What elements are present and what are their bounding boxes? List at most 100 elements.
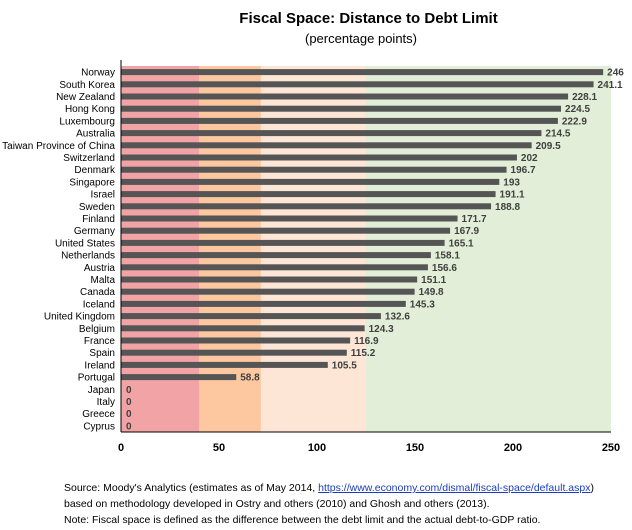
category-label: France	[84, 336, 116, 347]
bar-chart: Norway 246 South Korea 241.1 New Zealand 228.…	[2, 60, 624, 454]
category-label: Japan	[88, 385, 115, 396]
bar	[121, 105, 562, 112]
bar	[121, 215, 458, 222]
category-label: Italy	[97, 397, 115, 408]
x-tick-label: 0	[118, 442, 124, 454]
value-label: 165.1	[449, 238, 474, 249]
category-label: Israel	[91, 190, 115, 201]
category-label: Sweden	[79, 202, 115, 213]
bar	[121, 239, 445, 246]
bar	[121, 300, 406, 307]
value-label: 151.1	[421, 275, 446, 286]
bar	[121, 252, 431, 259]
methodology-line: based on methodology developed in Ostry …	[64, 498, 490, 510]
value-label: 214.5	[545, 129, 570, 140]
x-tick-label: 200	[504, 442, 522, 454]
bar	[121, 130, 542, 137]
background-band	[260, 66, 366, 432]
category-label: Cyprus	[83, 421, 115, 432]
value-label: 196.7	[511, 165, 536, 176]
category-label: Finland	[82, 214, 115, 225]
category-label: Luxembourg	[59, 116, 115, 127]
value-label: 193	[503, 177, 520, 188]
bar	[121, 337, 351, 344]
category-label: Germany	[74, 226, 115, 237]
bar	[121, 117, 558, 124]
category-label: Spain	[89, 348, 115, 359]
value-label: 115.2	[351, 348, 376, 359]
bar	[121, 69, 604, 76]
category-label: South Korea	[59, 80, 115, 91]
category-label: Canada	[80, 287, 115, 298]
value-label: 116.9	[354, 336, 379, 347]
value-label: 0	[126, 385, 132, 396]
value-label: 209.5	[536, 141, 561, 152]
value-label: 0	[126, 409, 132, 420]
note-line: Note: Fiscal space is defined as the dif…	[64, 514, 541, 526]
bar	[121, 374, 237, 381]
x-tick-label: 50	[213, 442, 225, 454]
bar	[121, 227, 451, 234]
source-line: Source: Moody's Analytics (estimates as …	[64, 480, 594, 496]
bar	[121, 93, 569, 100]
category-label: Austria	[84, 263, 116, 274]
value-label: 149.8	[419, 287, 444, 298]
value-label: 171.7	[462, 214, 487, 225]
x-tick-label: 250	[602, 442, 620, 454]
category-label: Singapore	[69, 177, 115, 188]
category-label: Australia	[76, 129, 115, 140]
x-tick-label: 150	[406, 442, 424, 454]
category-label: Greece	[82, 409, 115, 420]
category-label: Denmark	[74, 165, 116, 176]
category-label: Hong Kong	[65, 104, 115, 115]
bar	[121, 81, 594, 88]
category-label: Netherlands	[61, 251, 115, 262]
chart-subtitle: (percentage points)	[304, 31, 417, 46]
value-label: 202	[521, 153, 538, 164]
value-label: 224.5	[565, 104, 590, 115]
background-band	[366, 66, 611, 432]
bar	[121, 325, 365, 332]
category-label: Switzerland	[63, 153, 115, 164]
source-suffix: )	[590, 482, 594, 494]
background-band	[121, 66, 200, 432]
category-label: United States	[55, 238, 115, 249]
x-tick-label: 100	[308, 442, 326, 454]
category-label: Norway	[81, 68, 115, 79]
value-label: 188.8	[495, 202, 520, 213]
value-label: 241.1	[598, 80, 623, 91]
value-label: 145.3	[410, 299, 435, 310]
bar	[121, 288, 415, 295]
value-label: 124.3	[369, 324, 394, 335]
chart-title: Fiscal Space: Distance to Debt Limit	[239, 10, 498, 27]
category-label: Belgium	[79, 324, 115, 335]
category-label: New Zealand	[56, 92, 115, 103]
bar	[121, 313, 381, 320]
value-label: 132.6	[385, 312, 410, 323]
bar	[121, 142, 532, 149]
value-label: 246	[607, 68, 624, 79]
category-label: Ireland	[84, 360, 115, 371]
source-link[interactable]: https://www.economy.com/dismal/fiscal-sp…	[318, 482, 591, 494]
bar	[121, 264, 428, 271]
category-label: Portugal	[78, 373, 115, 384]
chart-notes: Source: Moody's Analytics (estimates as …	[64, 480, 594, 528]
background-band	[199, 66, 261, 432]
category-label: United Kingdom	[44, 312, 115, 323]
category-label: Taiwan Province of China	[2, 141, 115, 152]
value-label: 158.1	[435, 251, 460, 262]
bar	[121, 349, 347, 356]
value-label: 167.9	[454, 226, 479, 237]
value-label: 156.6	[432, 263, 457, 274]
value-label: 228.1	[572, 92, 597, 103]
bar	[121, 276, 418, 283]
bar	[121, 154, 517, 161]
value-label: 0	[126, 397, 132, 408]
bar	[121, 178, 500, 185]
value-label: 222.9	[562, 116, 587, 127]
value-label: 58.8	[240, 373, 260, 384]
bar	[121, 203, 492, 210]
category-label: Malta	[91, 275, 116, 286]
value-label: 191.1	[500, 190, 525, 201]
source-prefix: Source: Moody's Analytics (estimates as …	[64, 482, 319, 494]
